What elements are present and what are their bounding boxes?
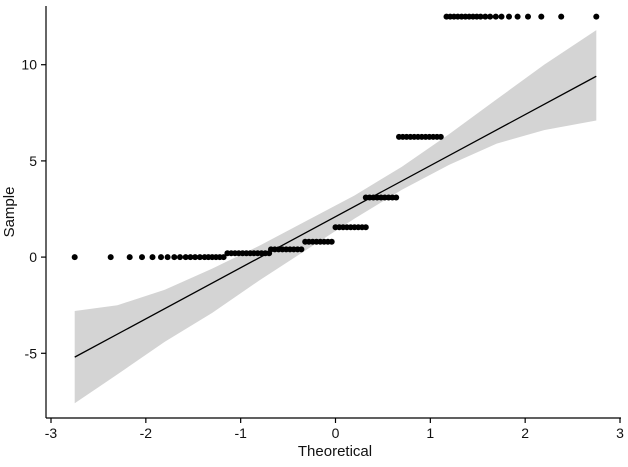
y-tick-label: 5 bbox=[29, 153, 37, 169]
x-tick-label: 2 bbox=[521, 425, 529, 441]
data-point bbox=[107, 254, 114, 261]
data-point bbox=[498, 13, 505, 20]
data-point bbox=[362, 224, 369, 231]
data-point bbox=[492, 13, 499, 20]
data-point bbox=[514, 13, 521, 20]
x-tick-label: 0 bbox=[332, 425, 340, 441]
data-point bbox=[525, 13, 531, 20]
data-point bbox=[538, 13, 545, 20]
data-point bbox=[182, 254, 189, 261]
data-point bbox=[437, 133, 444, 140]
data-point bbox=[171, 254, 178, 261]
data-point bbox=[196, 254, 203, 261]
reference-line bbox=[74, 75, 597, 358]
data-point bbox=[164, 254, 171, 261]
axes-layer: -3 -2 -1 0 1 2 3 -5 0 5 10 bbox=[21, 6, 624, 441]
x-tick-label: 3 bbox=[616, 425, 624, 441]
x-tick-label: -2 bbox=[140, 425, 153, 441]
x-tick-label: 1 bbox=[426, 425, 434, 441]
data-point bbox=[139, 254, 145, 261]
x-tick-label: -1 bbox=[234, 425, 247, 441]
data-point bbox=[177, 254, 183, 261]
y-tick-label: 10 bbox=[21, 57, 37, 73]
y-axis-title: Sample bbox=[1, 187, 18, 238]
data-point bbox=[506, 13, 512, 20]
data-point bbox=[477, 13, 484, 20]
data-point bbox=[158, 254, 164, 261]
data-point bbox=[220, 254, 227, 261]
data-point bbox=[487, 13, 494, 20]
data-point bbox=[558, 13, 565, 20]
data-point bbox=[187, 254, 194, 261]
data-point bbox=[126, 254, 133, 261]
reference-line-layer bbox=[74, 75, 597, 358]
data-point bbox=[593, 13, 600, 20]
sample-points-layer bbox=[71, 13, 600, 261]
data-point bbox=[192, 254, 199, 261]
y-tick-label: 0 bbox=[29, 249, 37, 265]
y-tick-label: -5 bbox=[25, 345, 38, 361]
data-point bbox=[328, 238, 335, 245]
x-axis-title: Theoretical bbox=[298, 443, 372, 460]
x-tick-label: -3 bbox=[45, 425, 58, 441]
data-point bbox=[482, 13, 489, 20]
data-point bbox=[393, 194, 400, 201]
data-point bbox=[71, 254, 78, 261]
data-point bbox=[149, 254, 156, 261]
data-point bbox=[298, 246, 305, 253]
